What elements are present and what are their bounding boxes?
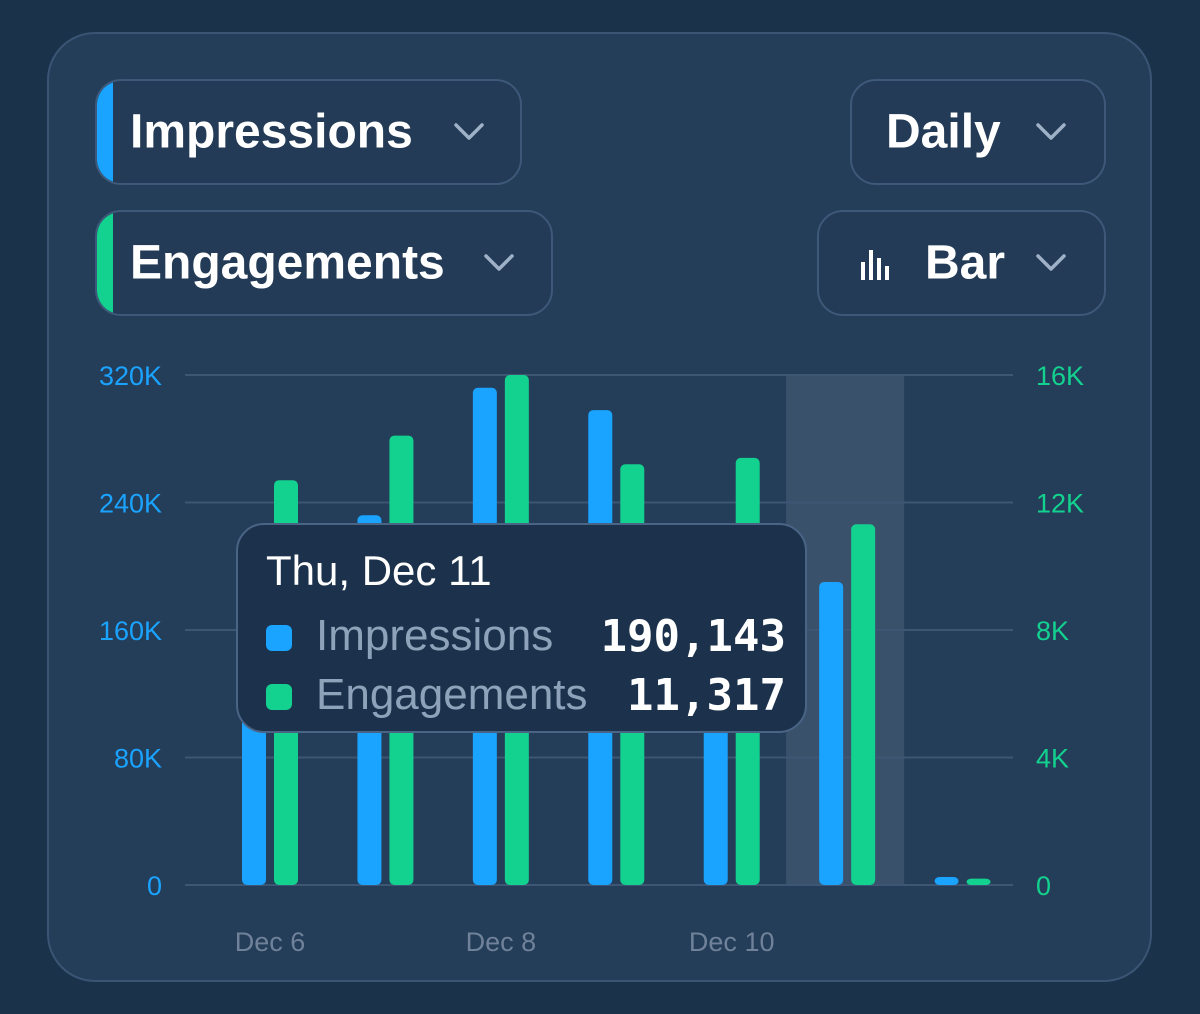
metric1-label: Impressions <box>130 105 413 159</box>
chevron-down-icon <box>1036 254 1066 271</box>
tooltip-row-engagements: Engagements 11,317 <box>266 670 786 721</box>
engagements-bar <box>851 524 876 885</box>
x-axis-tick-label: Dec 8 <box>466 927 537 957</box>
metric1-selector[interactable]: Impressions <box>95 79 522 185</box>
right-axis-tick-label: 0 <box>1036 871 1051 901</box>
left-axis-tick-label: 240K <box>99 489 162 519</box>
tooltip-engagements-value: 11,317 <box>627 670 786 721</box>
left-axis-tick-label: 320K <box>99 361 162 391</box>
impressions-bar <box>934 877 959 885</box>
right-axis-tick-label: 8K <box>1036 616 1069 646</box>
metric2-color-marker <box>97 212 113 314</box>
right-axis-tick-label: 4K <box>1036 744 1069 774</box>
impressions-bar <box>819 581 844 885</box>
tooltip-engagements-name: Engagements <box>316 670 588 719</box>
left-axis-tick-label: 0 <box>147 871 162 901</box>
period-selector[interactable]: Daily <box>850 79 1106 185</box>
impressions-swatch <box>266 625 292 651</box>
right-axis-tick-label: 16K <box>1036 361 1084 391</box>
metric2-selector[interactable]: Engagements <box>95 210 553 316</box>
tooltip-impressions-name: Impressions <box>316 611 554 660</box>
left-axis-tick-label: 80K <box>114 744 162 774</box>
period-label: Daily <box>886 105 1001 159</box>
chevron-down-icon <box>454 123 484 140</box>
chart-type-label: Bar <box>925 236 1006 290</box>
chevron-down-icon <box>484 254 514 271</box>
metric1-color-marker <box>97 81 113 183</box>
metric2-label: Engagements <box>130 236 445 290</box>
tooltip-row-impressions: Impressions 190,143 <box>266 611 786 662</box>
engagements-swatch <box>266 684 292 710</box>
right-axis-tick-label: 12K <box>1036 489 1084 519</box>
engagements-bar <box>966 878 991 885</box>
chart-tooltip: Thu, Dec 11 Impressions 190,143 Engageme… <box>236 523 807 733</box>
left-axis-tick-label: 160K <box>99 616 162 646</box>
chevron-down-icon <box>1036 123 1066 140</box>
x-axis-tick-label: Dec 10 <box>689 927 775 957</box>
tooltip-impressions-value: 190,143 <box>600 611 786 662</box>
chart-type-selector[interactable]: Bar <box>817 210 1106 316</box>
tooltip-date: Thu, Dec 11 <box>266 547 492 594</box>
bar-chart-icon <box>861 250 889 280</box>
x-axis-tick-label: Dec 6 <box>235 927 306 957</box>
